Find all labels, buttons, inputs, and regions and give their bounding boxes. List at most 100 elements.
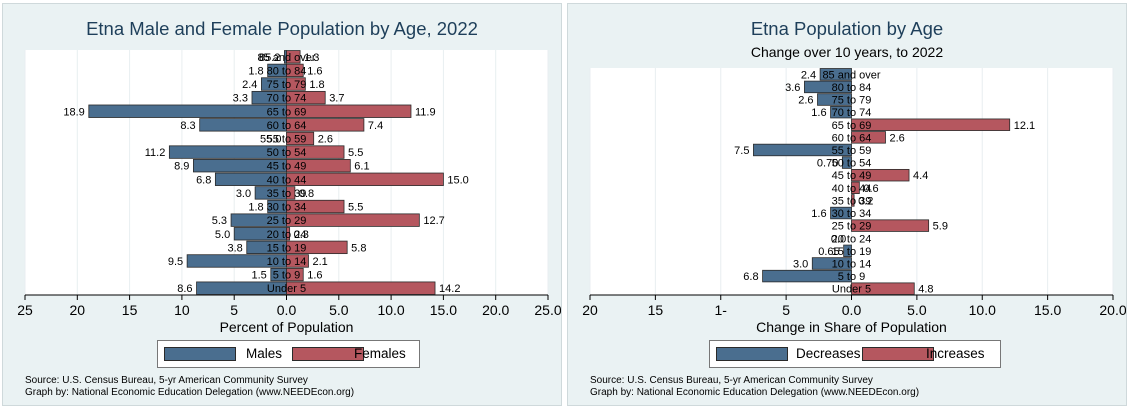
increase-bar [851,181,860,195]
left-chart-title: Etna Male and Female Population by Age, … [86,18,478,39]
decrease-bar [753,143,852,157]
increase-bar [851,118,1011,131]
x-tick-label: 10.0 [377,302,404,318]
decrease-bar [830,105,852,119]
category-label: Under 5 [267,283,306,295]
data-label: 11.9 [415,106,436,118]
data-label: 12.1 [1014,120,1035,132]
x-axis-title: Change in Share of Population [756,319,947,335]
female-bar [286,213,420,227]
legend-swatch-males [164,347,236,361]
x-tick-label: 5.0 [329,302,349,318]
data-label: 3.6 [785,82,800,94]
x-tick-label: 5 [782,302,790,318]
category-label: 30 to 34 [832,208,872,220]
data-label: 18.9 [63,106,84,118]
legend-label-females: Females [354,346,406,361]
category-label: 85 and over [257,52,315,64]
data-label: 4.8 [918,284,933,296]
x-tick-label: 25 [17,302,33,318]
data-label: 0.2 [858,195,873,207]
x-tick-label: 1- [715,302,728,318]
data-label: 0.6 [863,183,878,195]
category-label: 50 to 54 [832,158,872,170]
increase-bar [851,194,855,207]
female-bar [286,118,365,132]
decrease-bar [843,244,852,258]
legend-swatch-females [292,347,364,361]
source-line: Source: U.S. Census Bureau, 5-yr America… [590,375,873,386]
female-bar [286,104,412,118]
category-label: 10 to 14 [267,256,307,268]
data-label: 6.8 [196,174,211,186]
decrease-bar [804,80,852,94]
right-chart-title: Etna Population by Age [750,18,944,39]
data-label: 12.7 [423,215,444,227]
data-label: 5.5 [348,147,363,159]
left-legend: Males Females [157,340,420,368]
category-label: 40 to 44 [832,183,872,195]
population-pyramid-panel: Etna Male and Female Population by Age, … [2,3,562,406]
data-label: 2.6 [318,133,333,145]
data-label: 3.3 [233,93,248,105]
category-label: 45 to 49 [267,161,307,173]
data-label: 1.5 [252,270,267,282]
data-label: 0.0 [831,233,846,245]
population-pyramid-chart: 25 20 15 10 5 0.0 5.0 10.0 15.0 20.0 25.0 Percent o… [17,50,561,335]
category-label: 60 to 64 [267,120,307,132]
female-bar [286,227,291,241]
data-label: 2.6 [798,95,813,107]
data-label: 1.8 [248,202,263,214]
data-label: 85.2 [259,52,280,64]
data-label: 0.3 [294,229,309,241]
data-label: 6.1 [354,161,369,173]
category-label: 75 to 79 [267,79,307,91]
data-label: 5.0 [215,229,230,241]
x-tick-label: 20 [582,302,598,318]
category-label: Under 5 [832,284,871,296]
male-bar [88,104,287,118]
data-label: 2.1 [312,256,327,268]
data-label: 2.4 [801,69,816,81]
data-label: 9.5 [168,256,183,268]
data-label: 7.4 [368,120,383,132]
x-tick-label: 15.0 [1034,302,1061,318]
female-bar [286,159,351,173]
x-tick-label: 5.0 [907,302,927,318]
category-label: 30 to 34 [267,202,307,214]
data-label: 1.8 [309,79,324,91]
graph-by-line: Graph by: National Economic Education De… [25,386,355,398]
x-tick-label: 20.0 [482,302,509,318]
right-legend: Decreases Increases [709,340,1001,368]
data-label: 14.2 [439,283,460,295]
decrease-bar [817,93,852,106]
data-label: 2.6 [889,132,904,144]
category-label: 20 to 24 [267,229,307,241]
increase-bar [851,168,910,182]
data-label: 3.7 [329,93,344,105]
right-chart-subtitle: Change over 10 years, to 2022 [750,44,944,60]
legend-label-decreases: Decreases [796,346,861,361]
data-label: 15.0 [447,174,468,186]
category-label: 40 to 44 [267,174,307,186]
x-tick-label: 15.0 [430,302,457,318]
left-source-note: Source: U.S. Census Bureau, 5-yr America… [25,375,354,398]
data-label: 4.4 [913,170,928,182]
x-axis-title: Percent of Population [220,319,354,335]
female-bar [286,281,436,295]
category-label: 65 to 69 [267,106,307,118]
data-label: 5.5 [348,202,363,214]
increase-bar [851,131,886,144]
source-line: Source: U.S. Census Bureau, 5-yr America… [25,375,308,386]
x-tick-label: 25.0 [534,302,561,318]
data-label: 5.3 [212,215,227,227]
female-bar [286,50,301,64]
female-bar [286,90,326,105]
population-change-chart: 20 15 1- 5 0.0 5.0 10.0 15.0 20.0 Change in Share… [582,68,1126,335]
decrease-bar [819,68,852,81]
legend-label-males: Males [246,346,283,361]
data-label: 55.0 [260,133,281,145]
female-bar [286,63,304,78]
data-label: 6.8 [743,271,758,283]
x-tick-label: 20.0 [1099,302,1126,318]
